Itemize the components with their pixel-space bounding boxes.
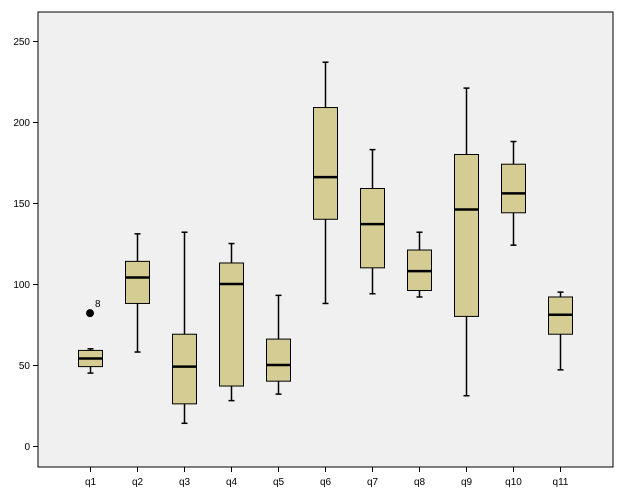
box-iqr [313,107,338,220]
box-q1 [78,348,103,374]
x-axis: q1 q2 q3 q4 q5 q6 q7 q8 q9 q10 q11 [85,467,569,488]
outlier-series: 8 [86,299,101,318]
x-tick-label: q3 [179,477,191,488]
box-q2 [125,233,150,353]
box-iqr [266,338,291,382]
box-q11 [548,291,573,371]
x-tick-label: q6 [320,477,332,488]
x-tick-label: q2 [132,477,144,488]
outlier-label: 8 [95,299,101,310]
x-tick-label: q1 [85,477,97,488]
box-iqr [125,260,150,304]
box-q9 [454,87,479,397]
x-tick-label: q8 [414,477,426,488]
box-q3 [172,231,197,425]
x-tick-label: q9 [461,477,473,488]
box-iqr [454,153,479,317]
box-q7 [360,148,385,295]
x-tick-label: q7 [367,477,379,488]
box-q4 [219,242,244,402]
y-tick-label: 50 [19,361,31,372]
box-iqr [172,333,197,405]
y-tick-label: 250 [13,37,30,48]
box-q8 [407,231,432,298]
box-iqr [501,163,526,214]
box-q10 [501,140,526,246]
x-tick-label: q10 [505,477,522,488]
box-iqr [360,187,385,269]
y-tick-label: 0 [24,442,30,453]
outlier-point [86,309,94,318]
y-axis: 0 50 100 150 200 250 [13,37,38,453]
box-iqr [219,262,244,387]
box-q6 [313,61,338,305]
box-q5 [266,294,291,395]
y-tick-label: 100 [13,280,30,291]
y-tick-label: 150 [13,199,30,210]
y-tick-label: 200 [13,118,30,129]
box-series [78,61,573,425]
x-tick-label: q5 [273,477,285,488]
x-tick-label: q11 [553,477,569,488]
x-tick-label: q4 [226,477,238,488]
